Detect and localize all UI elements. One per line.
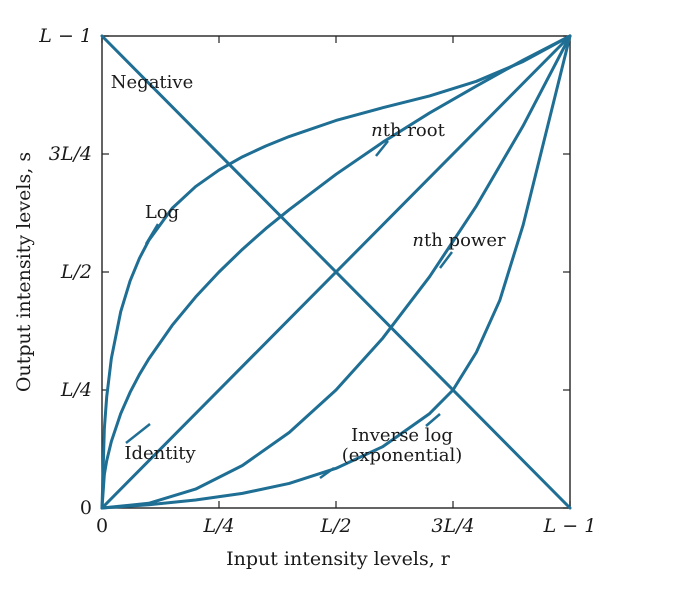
y-tick-label-0: 0 [80,497,92,519]
curve-label-nth-root: nth root [371,120,445,141]
curve-inverse-log-exponential [100,34,572,510]
x-tick-labels: 0 L/4 L/2 3L/4 L − 1 [96,515,596,537]
curve-nth-power [100,34,572,510]
curve-log [100,34,572,510]
curve-nth-root [100,34,572,510]
curves [100,34,572,510]
y-tick-label-1: L/4 [60,379,92,401]
curve-label-inverse-log: Inverse log [351,425,453,446]
leader-inverse-log [425,413,441,427]
curve-identity [100,34,572,510]
x-axis-title: Input intensity levels, r [226,548,451,570]
curve-label-identity: Identity [124,443,196,464]
y-tick-label-3: 3L/4 [49,143,92,165]
x-tick-label-2: L/2 [319,515,351,537]
x-tick-label-3: 3L/4 [431,515,474,537]
curve-label-nth-power: nth power [412,230,506,251]
x-tick-label-4: L − 1 [543,515,597,537]
plot-area [100,34,572,510]
y-axis-title: Output intensity levels, s [13,152,35,392]
y-axis-title-text: Output intensity levels, s [13,152,35,392]
y-tick-labels: 0 L/4 L/2 3L/4 L − 1 [38,25,92,519]
leader-identity [125,423,151,444]
leader-exponential [319,466,335,480]
leader-log [144,223,160,245]
leader-nth-power [439,251,453,269]
x-tick-label-0: 0 [96,515,108,537]
x-tick-label-1: L/4 [202,515,234,537]
leader-nth-root [375,140,389,157]
x-axis-title-text: Input intensity levels, r [226,548,451,570]
y-tick-label-2: L/2 [60,261,92,283]
curve-label-log: Log [145,202,179,223]
curve-label-exponential: (exponential) [342,445,463,466]
curve-labels: Negative Log nth root Identity nth power Inve… [111,72,506,466]
label-leader-lines [125,140,453,480]
curve-label-negative: Negative [111,72,193,93]
y-tick-label-4: L − 1 [38,25,92,47]
